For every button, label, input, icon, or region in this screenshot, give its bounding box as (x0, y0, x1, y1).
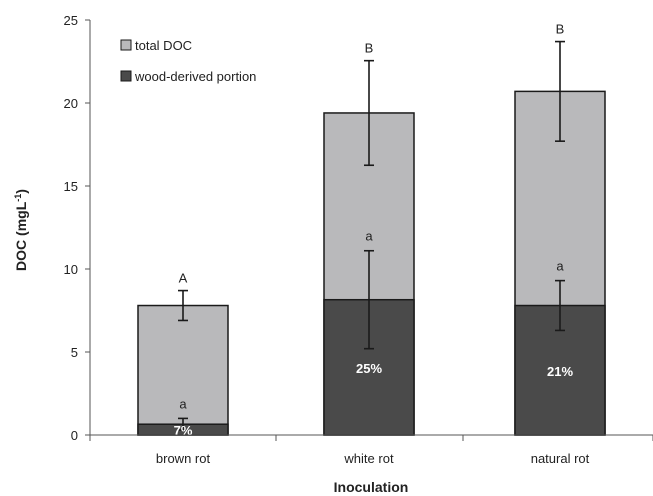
legend-swatch-1 (120, 70, 132, 82)
y-axis-title-main: DOC (mgL (13, 201, 29, 271)
legend-swatch-0 (120, 39, 132, 51)
sig-label-wood-2: a (556, 259, 564, 274)
sig-label-total-0: A (179, 271, 188, 286)
percent-label-1: 25% (356, 361, 382, 376)
y-tick-label-4: 20 (64, 96, 78, 111)
legend-label-0: total DOC (135, 38, 192, 53)
percent-label-2: 21% (547, 364, 573, 379)
sig-label-total-2: B (556, 22, 565, 37)
legend: total DOC wood-derived portion (120, 38, 256, 84)
error-bar-wood-1 (364, 249, 374, 350)
y-tick-label-0: 0 (71, 428, 78, 443)
error-bar-wood-0 (178, 417, 188, 431)
y-axis-title-sup: -1 (13, 194, 23, 202)
error-bar-total-0 (178, 289, 188, 322)
y-tick-label-2: 10 (64, 262, 78, 277)
x-tick-label-2: natural rot (531, 451, 590, 466)
y-tick-label-1: 5 (71, 345, 78, 360)
percent-label-0: 7% (174, 423, 193, 438)
error-bar-total-2 (555, 40, 565, 142)
plot-area: Aa Ba Ba 7% 25% 21% 0 5 10 15 20 25 brown rot white r… (64, 13, 653, 466)
sig-label-wood-0: a (179, 396, 187, 411)
y-axis-title-end: ) (13, 189, 29, 194)
error-bar-wood-2 (555, 279, 565, 332)
x-tick-label-0: brown rot (156, 451, 211, 466)
legend-label-1: wood-derived portion (134, 69, 256, 84)
sig-label-wood-1: a (365, 229, 373, 244)
y-axis-title: DOC (mgL-1) (13, 189, 29, 271)
bar-total-0 (137, 304, 229, 436)
x-axis-title: Inoculation (334, 479, 409, 495)
sig-label-total-1: B (365, 41, 374, 56)
y-tick-label-5: 25 (64, 13, 78, 28)
x-tick-label-1: white rot (343, 451, 394, 466)
error-bar-total-1 (364, 59, 374, 167)
y-tick-label-3: 15 (64, 179, 78, 194)
